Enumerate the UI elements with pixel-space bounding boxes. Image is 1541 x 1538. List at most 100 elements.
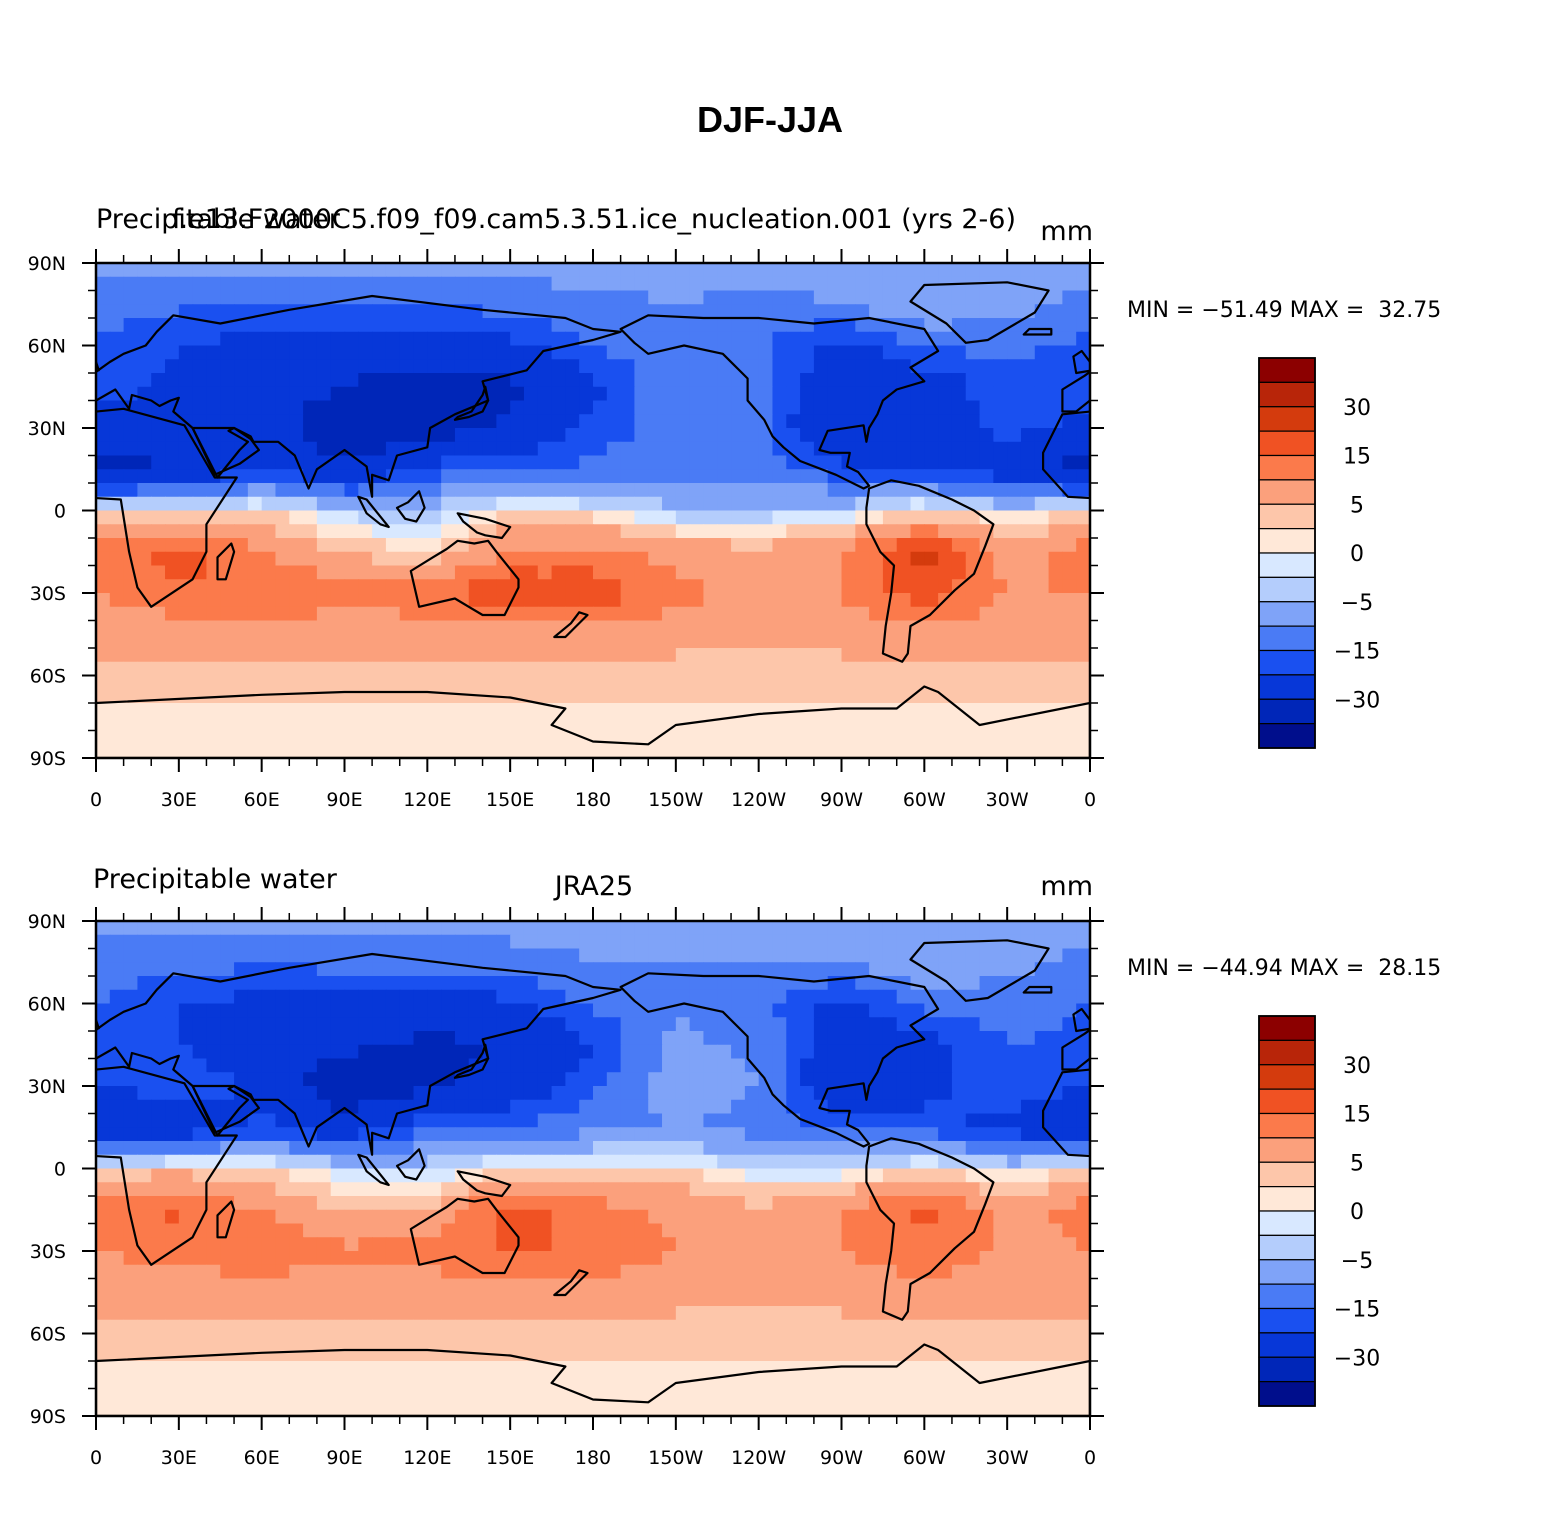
- contour-cell: [413, 1072, 428, 1087]
- contour-cell: [330, 661, 346, 677]
- contour-cell: [192, 414, 208, 429]
- contour-cell: [662, 730, 677, 745]
- contour-cell: [938, 634, 953, 649]
- contour-cell: [993, 634, 1008, 649]
- contour-cell: [454, 276, 470, 292]
- contour-cell: [1007, 1223, 1022, 1238]
- contour-cell: [537, 400, 553, 415]
- contour-cell: [234, 661, 249, 677]
- contour-cell: [841, 263, 856, 278]
- contour-cell: [717, 1292, 732, 1307]
- contour-cell: [165, 1223, 180, 1238]
- contour-cell: [330, 565, 346, 580]
- contour-cell: [924, 1058, 939, 1073]
- contour-cell: [841, 703, 856, 718]
- contour-cell: [468, 703, 484, 718]
- contour-cell: [993, 565, 1008, 580]
- contour-cell: [841, 948, 856, 963]
- contour-cell: [1034, 345, 1050, 360]
- contour-cell: [938, 510, 953, 525]
- contour-cell: [1007, 1127, 1022, 1142]
- contour-cell: [634, 661, 649, 677]
- contour-cell: [717, 934, 732, 950]
- contour-cell: [220, 1264, 235, 1280]
- contour-cell: [1062, 1223, 1077, 1238]
- contour-cell: [137, 1113, 152, 1128]
- contour-cell: [813, 648, 829, 663]
- contour-cell: [109, 524, 125, 539]
- contour-cell: [330, 1182, 346, 1197]
- contour-cell: [786, 1072, 801, 1087]
- contour-cell: [96, 1333, 111, 1348]
- contour-cell: [1076, 1251, 1090, 1266]
- contour-cell: [523, 744, 539, 758]
- contour-cell: [303, 428, 318, 443]
- contour-cell: [1062, 730, 1077, 745]
- contour-cell: [896, 1044, 912, 1060]
- contour-cell: [979, 304, 994, 319]
- contour-cell: [1062, 1251, 1077, 1266]
- contour-cell: [482, 263, 497, 278]
- contour-cell: [151, 730, 166, 745]
- contour-cell: [841, 593, 856, 608]
- contour-cell: [675, 483, 691, 498]
- contour-cell: [744, 455, 760, 470]
- contour-cell: [703, 1196, 718, 1211]
- contour-cell: [1034, 921, 1050, 936]
- contour-cell: [206, 962, 221, 977]
- contour-cell: [192, 304, 208, 319]
- contour-cell: [344, 1141, 359, 1156]
- contour-cell: [813, 962, 829, 977]
- contour-cell: [399, 455, 415, 470]
- contour-cell: [454, 703, 470, 718]
- contour-cell: [882, 551, 898, 567]
- contour-cell: [344, 510, 359, 525]
- contour-cell: [537, 455, 553, 470]
- contour-cell: [537, 428, 553, 443]
- contour-cell: [151, 1099, 166, 1115]
- contour-cell: [178, 565, 194, 580]
- contour-cell: [758, 1141, 774, 1156]
- contour-cell: [758, 318, 774, 333]
- contour-cell: [482, 1099, 497, 1115]
- contour-cell: [648, 1072, 663, 1087]
- contour-cell: [827, 331, 843, 347]
- contour-cell: [247, 1333, 263, 1348]
- contour-cell: [96, 510, 111, 525]
- contour-cell: [234, 989, 249, 1005]
- contour-cell: [275, 689, 290, 704]
- contour-cell: [993, 1237, 1008, 1252]
- contour-cell: [496, 345, 511, 360]
- contour-cell: [165, 1182, 180, 1197]
- contour-cell: [800, 469, 815, 484]
- contour-cell: [206, 510, 221, 525]
- contour-cell: [137, 551, 152, 567]
- contour-cell: [606, 1223, 622, 1238]
- contour-cell: [1076, 428, 1090, 443]
- contour-cell: [344, 276, 359, 292]
- contour-cell: [731, 744, 746, 758]
- contour-cell: [1048, 1099, 1063, 1115]
- contour-cell: [192, 606, 208, 622]
- contour-cell: [689, 1306, 705, 1321]
- contour-cell: [593, 400, 608, 415]
- contour-cell: [178, 620, 194, 635]
- contour-cell: [234, 551, 249, 567]
- contour-cell: [772, 318, 787, 333]
- contour-cell: [551, 1113, 566, 1128]
- contour-cell: [896, 263, 912, 278]
- contour-cell: [137, 1168, 152, 1183]
- contour-cell: [109, 620, 125, 635]
- contour-cell: [800, 1058, 815, 1073]
- contour-cell: [620, 1306, 636, 1321]
- contour-cell: [703, 414, 718, 429]
- contour-cell: [151, 989, 166, 1005]
- contour-cell: [620, 1237, 636, 1252]
- contour-cell: [165, 1003, 180, 1018]
- contour-cell: [344, 648, 359, 663]
- contour-cell: [882, 1237, 898, 1252]
- contour-cell: [303, 1113, 318, 1128]
- contour-cell: [841, 620, 856, 635]
- contour-cell: [800, 1031, 815, 1046]
- contour-cell: [523, 318, 539, 333]
